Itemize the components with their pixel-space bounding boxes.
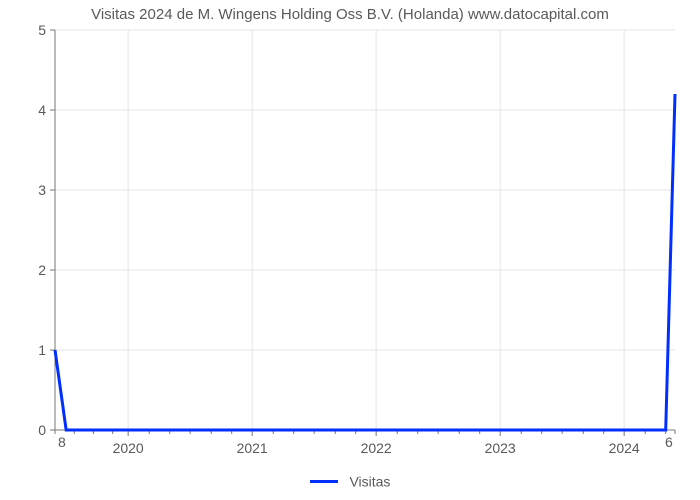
secondary-label: 6 bbox=[665, 434, 673, 450]
legend-label: Visitas bbox=[349, 473, 390, 489]
x-tick-label: 2022 bbox=[361, 440, 392, 456]
chart-plot bbox=[0, 0, 700, 500]
x-tick-label: 2024 bbox=[609, 440, 640, 456]
x-tick-label: 2023 bbox=[485, 440, 516, 456]
legend: Visitas bbox=[0, 472, 700, 489]
y-tick-label: 0 bbox=[0, 422, 46, 438]
y-tick-label: 4 bbox=[0, 102, 46, 118]
legend-swatch bbox=[310, 480, 338, 483]
x-tick-label: 2020 bbox=[113, 440, 144, 456]
secondary-label: 8 bbox=[58, 434, 66, 450]
y-tick-label: 1 bbox=[0, 342, 46, 358]
y-tick-label: 2 bbox=[0, 262, 46, 278]
x-tick-label: 2021 bbox=[237, 440, 268, 456]
y-tick-label: 5 bbox=[0, 22, 46, 38]
y-tick-label: 3 bbox=[0, 182, 46, 198]
chart-container: Visitas 2024 de M. Wingens Holding Oss B… bbox=[0, 0, 700, 500]
